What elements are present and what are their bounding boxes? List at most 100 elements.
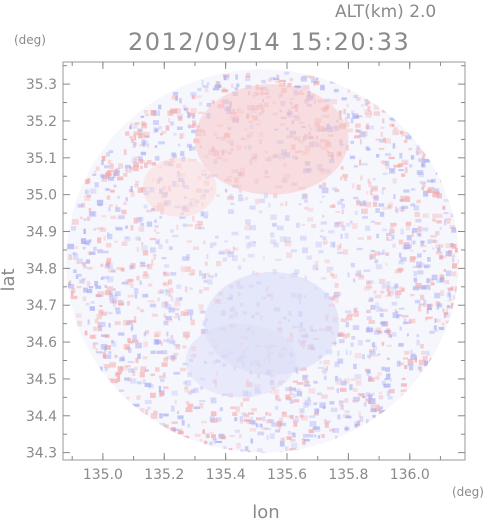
speckle-cell (400, 393, 407, 400)
speckle-cell (427, 189, 432, 194)
speckle-cell (184, 380, 192, 387)
speckle-cell (144, 369, 149, 372)
speckle-cell (302, 85, 310, 90)
speckle-cell (262, 255, 265, 260)
speckle-cell (367, 106, 371, 112)
speckle-cell (146, 143, 150, 148)
speckle-cell (256, 417, 263, 421)
speckle-cell (238, 194, 243, 198)
speckle-cell (138, 238, 141, 241)
speckle-cell (182, 362, 189, 366)
speckle-cell (155, 339, 159, 345)
speckle-cell (268, 202, 271, 208)
speckle-cell (115, 310, 121, 315)
speckle-cell (384, 330, 390, 334)
speckle-cell (300, 415, 308, 421)
speckle-cell (128, 368, 135, 373)
speckle-cell (370, 352, 374, 357)
speckle-cell (356, 200, 362, 205)
speckle-cell (180, 367, 187, 372)
speckle-cell (370, 220, 375, 223)
speckle-cell (344, 426, 349, 432)
speckle-cell (245, 235, 250, 240)
speckle-cell (163, 271, 167, 275)
speckle-cell (345, 349, 348, 356)
speckle-cell (299, 408, 305, 414)
speckle-cell (292, 418, 300, 423)
speckle-cell (418, 359, 426, 366)
speckle-cell (329, 296, 336, 300)
speckle-cell (385, 373, 391, 380)
speckle-cell (344, 121, 350, 128)
speckle-cell (283, 81, 286, 85)
speckle-cell (137, 128, 143, 133)
speckle-cell (92, 173, 97, 176)
speckle-cell (244, 225, 252, 231)
speckle-cell (337, 358, 344, 364)
speckle-cell (352, 387, 358, 392)
speckle-cell (113, 184, 117, 188)
speckle-cell (415, 218, 422, 223)
speckle-cell (378, 391, 382, 395)
speckle-cell (346, 113, 350, 119)
speckle-cell (389, 117, 392, 121)
speckle-cell (101, 176, 108, 182)
speckle-cell (316, 392, 322, 396)
speckle-cell (340, 380, 347, 386)
speckle-cell (417, 232, 422, 237)
speckle-cell (299, 235, 307, 241)
speckle-cell (424, 360, 429, 367)
speckle-cell (329, 428, 335, 432)
speckle-cell (335, 435, 338, 441)
speckle-cell (163, 339, 169, 343)
y-tick-label: 35.2 (26, 114, 57, 130)
speckle-cell (186, 254, 190, 259)
speckle-cell (180, 266, 185, 273)
speckle-cell (99, 304, 103, 308)
speckle-cell (419, 149, 423, 155)
speckle-cell (439, 274, 445, 281)
speckle-cell (198, 226, 205, 230)
speckle-cell (359, 427, 367, 431)
speckle-cell (289, 448, 296, 453)
speckle-cell (323, 419, 327, 424)
speckle-cell (302, 247, 308, 254)
speckle-cell (224, 240, 228, 243)
speckle-cell (107, 169, 114, 173)
speckle-cell (174, 108, 181, 114)
speckle-cell (210, 397, 217, 404)
speckle-cell (131, 339, 139, 343)
speckle-cell (323, 375, 327, 380)
speckle-cell (431, 274, 438, 281)
speckle-cell (230, 202, 235, 205)
speckle-cell (352, 396, 360, 402)
speckle-cell (194, 223, 201, 230)
speckle-cell (319, 201, 323, 204)
speckle-cell (416, 261, 423, 268)
speckle-cell (138, 144, 144, 147)
speckle-cell (444, 315, 450, 318)
speckle-cell (378, 410, 386, 415)
speckle-cell (315, 267, 319, 271)
speckle-cell (216, 194, 221, 197)
speckle-cell (361, 163, 368, 166)
speckle-cell (341, 97, 347, 101)
speckle-cell (382, 411, 389, 416)
speckle-cell (261, 79, 267, 84)
speckle-cell (220, 435, 226, 440)
speckle-cell (343, 333, 347, 339)
speckle-cell (86, 216, 91, 221)
speckle-cell (311, 78, 318, 83)
speckle-cell (416, 334, 420, 338)
speckle-cell (200, 328, 207, 335)
speckle-cell (136, 275, 140, 281)
speckle-cell (74, 245, 78, 250)
speckle-cell (280, 437, 285, 441)
speckle-cell (77, 203, 83, 208)
speckle-cell (340, 166, 344, 170)
speckle-cell (111, 340, 114, 344)
speckle-cell (385, 294, 393, 298)
speckle-cell (375, 264, 383, 270)
positive-region (142, 157, 217, 217)
speckle-cell (367, 354, 371, 358)
